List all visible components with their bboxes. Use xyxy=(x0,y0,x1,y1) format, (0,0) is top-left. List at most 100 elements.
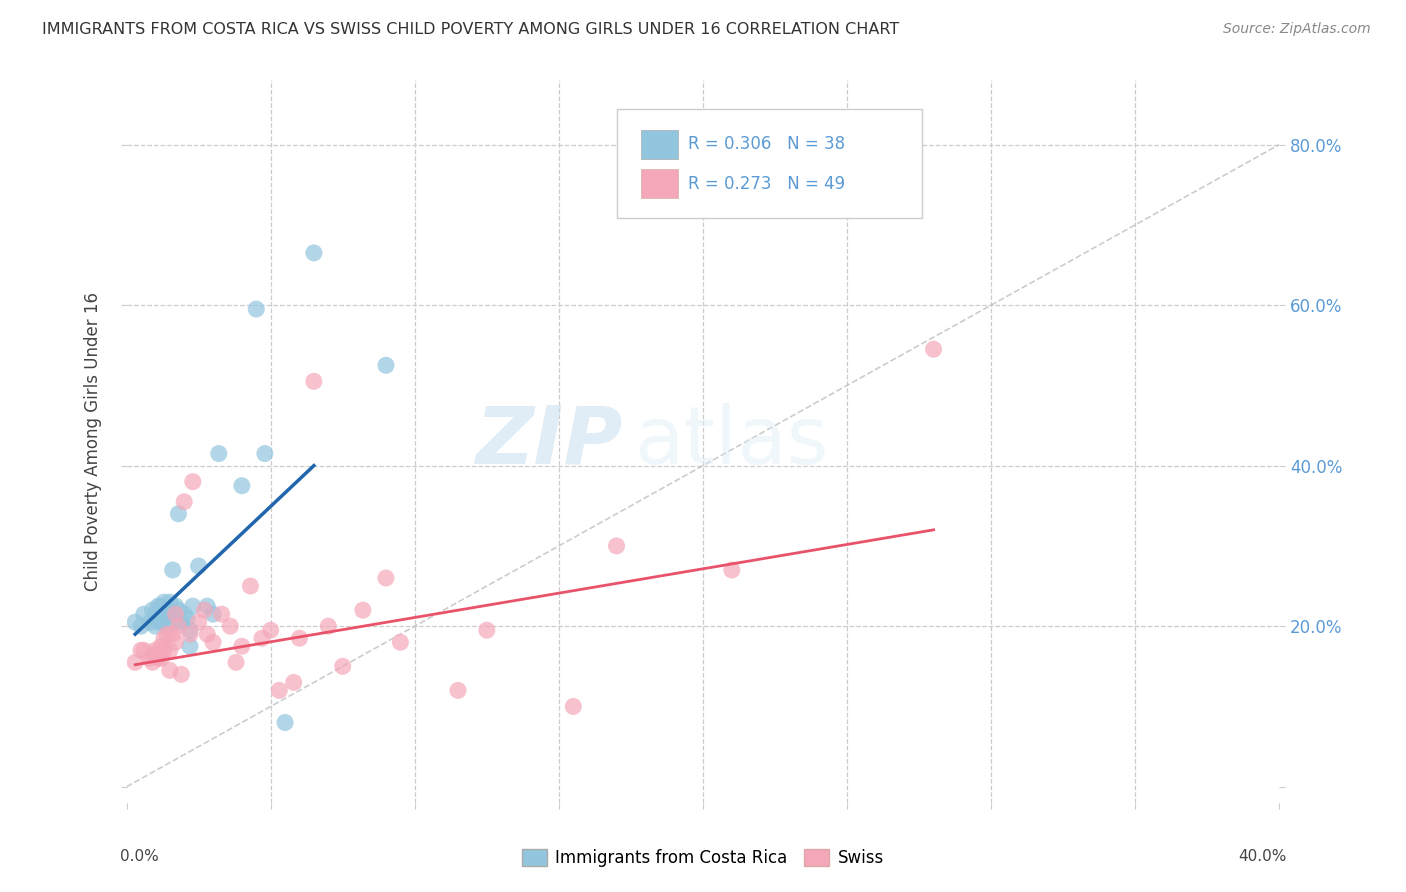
Point xyxy=(208,446,231,460)
Point xyxy=(170,667,193,681)
Point xyxy=(129,643,152,657)
Point xyxy=(148,599,170,614)
Point xyxy=(239,579,262,593)
Point xyxy=(156,619,179,633)
Point xyxy=(153,595,176,609)
Point xyxy=(132,643,155,657)
Point xyxy=(124,655,146,669)
Text: R = 0.273   N = 49: R = 0.273 N = 49 xyxy=(688,175,845,193)
Legend: Immigrants from Costa Rica, Swiss: Immigrants from Costa Rica, Swiss xyxy=(516,842,890,874)
Text: atlas: atlas xyxy=(634,402,828,481)
Point xyxy=(253,446,276,460)
Point xyxy=(187,615,209,630)
Point xyxy=(332,659,354,673)
Point xyxy=(138,615,160,630)
Text: Source: ZipAtlas.com: Source: ZipAtlas.com xyxy=(1223,22,1371,37)
Point xyxy=(165,607,187,621)
Point xyxy=(167,603,190,617)
Point xyxy=(167,507,190,521)
Point xyxy=(159,607,181,621)
Point xyxy=(225,655,247,669)
FancyBboxPatch shape xyxy=(641,130,678,159)
Point xyxy=(606,539,628,553)
Point xyxy=(145,648,166,662)
Point xyxy=(150,639,173,653)
Point xyxy=(193,603,215,617)
Point xyxy=(153,632,176,646)
Point xyxy=(374,571,398,585)
Point xyxy=(302,245,325,260)
Point xyxy=(352,603,374,617)
Point xyxy=(562,699,585,714)
Point xyxy=(148,615,170,630)
Point xyxy=(162,563,184,577)
Point xyxy=(922,342,945,356)
Point xyxy=(145,607,166,621)
Point xyxy=(159,595,181,609)
Point xyxy=(150,615,173,630)
Text: 40.0%: 40.0% xyxy=(1239,849,1286,863)
Point xyxy=(475,623,498,637)
Point xyxy=(202,635,225,649)
Y-axis label: Child Poverty Among Girls Under 16: Child Poverty Among Girls Under 16 xyxy=(84,292,103,591)
Point xyxy=(129,619,152,633)
Point xyxy=(176,611,198,625)
Point xyxy=(447,683,470,698)
Point xyxy=(170,615,193,630)
Point xyxy=(179,639,201,653)
Point xyxy=(389,635,412,649)
Point xyxy=(202,607,225,621)
Point xyxy=(153,611,176,625)
Point xyxy=(165,615,187,630)
FancyBboxPatch shape xyxy=(641,169,678,198)
Point xyxy=(124,615,146,630)
Point xyxy=(167,619,190,633)
Point xyxy=(318,619,340,633)
Point xyxy=(259,623,281,637)
Point xyxy=(231,639,253,653)
Point xyxy=(159,664,181,678)
Text: ZIP: ZIP xyxy=(475,402,623,481)
Point xyxy=(141,655,163,669)
Point xyxy=(211,607,233,621)
Text: 0.0%: 0.0% xyxy=(120,849,159,863)
Point xyxy=(274,715,297,730)
Point xyxy=(181,599,204,614)
Point xyxy=(150,651,173,665)
Point xyxy=(156,627,179,641)
Point xyxy=(162,627,184,641)
Point xyxy=(179,627,201,641)
Point xyxy=(195,627,218,641)
Point xyxy=(173,494,195,508)
Point xyxy=(132,607,155,621)
Text: R = 0.306   N = 38: R = 0.306 N = 38 xyxy=(688,135,845,153)
Point xyxy=(138,651,160,665)
Point xyxy=(245,301,267,317)
Point xyxy=(269,683,291,698)
Point xyxy=(173,607,195,621)
Point xyxy=(165,599,187,614)
Point xyxy=(145,643,166,657)
Point xyxy=(159,643,181,657)
Point xyxy=(187,558,209,573)
Point xyxy=(302,374,325,388)
Point xyxy=(288,632,311,646)
Point xyxy=(145,619,166,633)
Point xyxy=(231,478,253,492)
Point xyxy=(150,599,173,614)
Point xyxy=(250,632,273,646)
Point xyxy=(219,619,242,633)
Point xyxy=(374,358,398,372)
Point xyxy=(283,675,305,690)
Point xyxy=(148,651,170,665)
Point xyxy=(179,623,201,637)
Point xyxy=(195,599,218,614)
Point xyxy=(720,563,742,577)
Point xyxy=(181,475,204,489)
Point xyxy=(156,603,179,617)
FancyBboxPatch shape xyxy=(617,109,922,218)
Text: IMMIGRANTS FROM COSTA RICA VS SWISS CHILD POVERTY AMONG GIRLS UNDER 16 CORRELATI: IMMIGRANTS FROM COSTA RICA VS SWISS CHIL… xyxy=(42,22,900,37)
Point xyxy=(141,603,163,617)
Point xyxy=(165,635,187,649)
Point xyxy=(153,643,176,657)
